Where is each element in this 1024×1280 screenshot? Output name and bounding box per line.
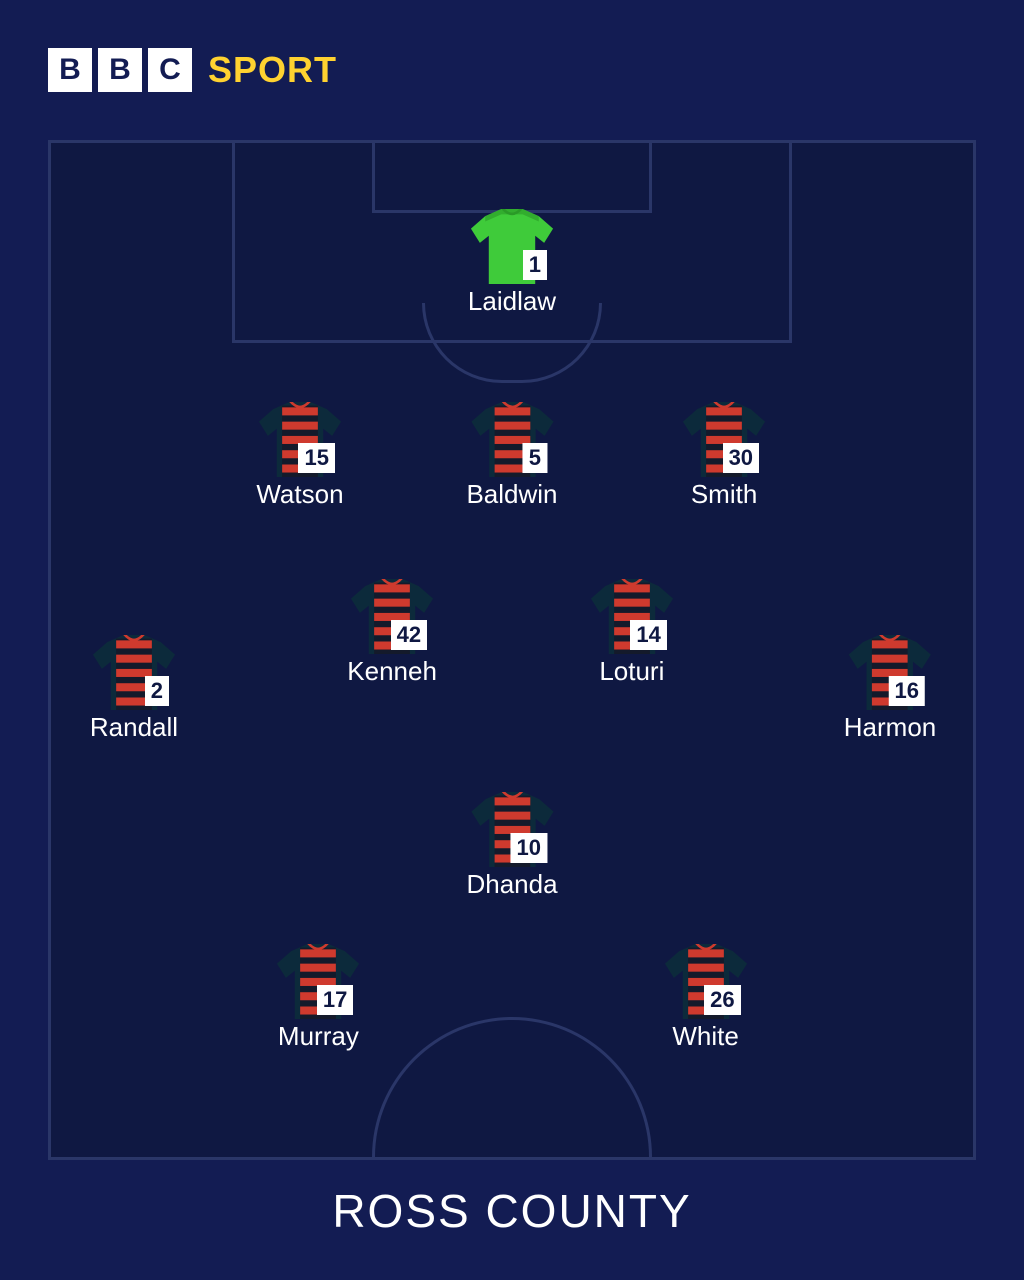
- player-name-label: Harmon: [844, 712, 936, 743]
- player-number: 16: [889, 676, 925, 706]
- shirt-icon: 16: [845, 635, 935, 710]
- shirt-icon: 14: [587, 579, 677, 654]
- sport-label: SPORT: [208, 49, 337, 91]
- bbc-block-c: C: [148, 48, 192, 92]
- player-name-label: Baldwin: [466, 479, 557, 510]
- player-loturi: 14 Loturi: [587, 579, 677, 687]
- shirt-icon: 10: [467, 792, 557, 867]
- player-number: 10: [511, 833, 547, 863]
- shirt-icon: 30: [679, 402, 769, 477]
- player-dhanda: 10 Dhanda: [466, 792, 557, 900]
- team-name: ROSS COUNTY: [0, 1184, 1024, 1238]
- bbc-block-b2: B: [98, 48, 142, 92]
- player-number: 5: [523, 443, 547, 473]
- player-number: 42: [391, 620, 427, 650]
- bbc-blocks: B B C: [48, 48, 192, 92]
- player-name-label: Murray: [278, 1021, 359, 1052]
- player-smith: 30 Smith: [679, 402, 769, 510]
- player-name-label: Smith: [691, 479, 757, 510]
- player-name-label: Kenneh: [347, 656, 437, 687]
- player-name-label: Dhanda: [466, 869, 557, 900]
- player-laidlaw: 1 Laidlaw: [467, 209, 557, 317]
- bbc-block-b1: B: [48, 48, 92, 92]
- shirt-icon: 17: [273, 944, 363, 1019]
- formation-graphic: B B C SPORT 1 Laidlaw 15 Wat: [0, 0, 1024, 1280]
- player-randall: 2 Randall: [89, 635, 179, 743]
- player-name-label: Watson: [256, 479, 343, 510]
- player-murray: 17 Murray: [273, 944, 363, 1052]
- player-white: 26 White: [661, 944, 751, 1052]
- player-harmon: 16 Harmon: [844, 635, 936, 743]
- shirt-icon: 1: [467, 209, 557, 284]
- player-kenneh: 42 Kenneh: [347, 579, 437, 687]
- shirt-icon: 2: [89, 635, 179, 710]
- bbc-sport-logo: B B C SPORT: [48, 48, 337, 92]
- player-number: 30: [723, 443, 759, 473]
- player-number: 15: [298, 443, 334, 473]
- player-number: 1: [523, 250, 547, 280]
- player-name-label: Loturi: [599, 656, 664, 687]
- player-name-label: White: [672, 1021, 738, 1052]
- penalty-arc-bottom: [372, 1017, 652, 1157]
- player-name-label: Laidlaw: [468, 286, 556, 317]
- player-baldwin: 5 Baldwin: [466, 402, 557, 510]
- shirt-icon: 26: [661, 944, 751, 1019]
- player-watson: 15 Watson: [255, 402, 345, 510]
- player-number: 2: [145, 676, 169, 706]
- player-number: 17: [317, 985, 353, 1015]
- shirt-icon: 15: [255, 402, 345, 477]
- player-name-label: Randall: [90, 712, 178, 743]
- shirt-icon: 5: [467, 402, 557, 477]
- shirt-icon: 42: [347, 579, 437, 654]
- pitch: 1 Laidlaw 15 Watson 5 Baldwin: [48, 140, 976, 1160]
- player-number: 14: [630, 620, 666, 650]
- goal-box-top: [372, 143, 652, 213]
- player-number: 26: [704, 985, 740, 1015]
